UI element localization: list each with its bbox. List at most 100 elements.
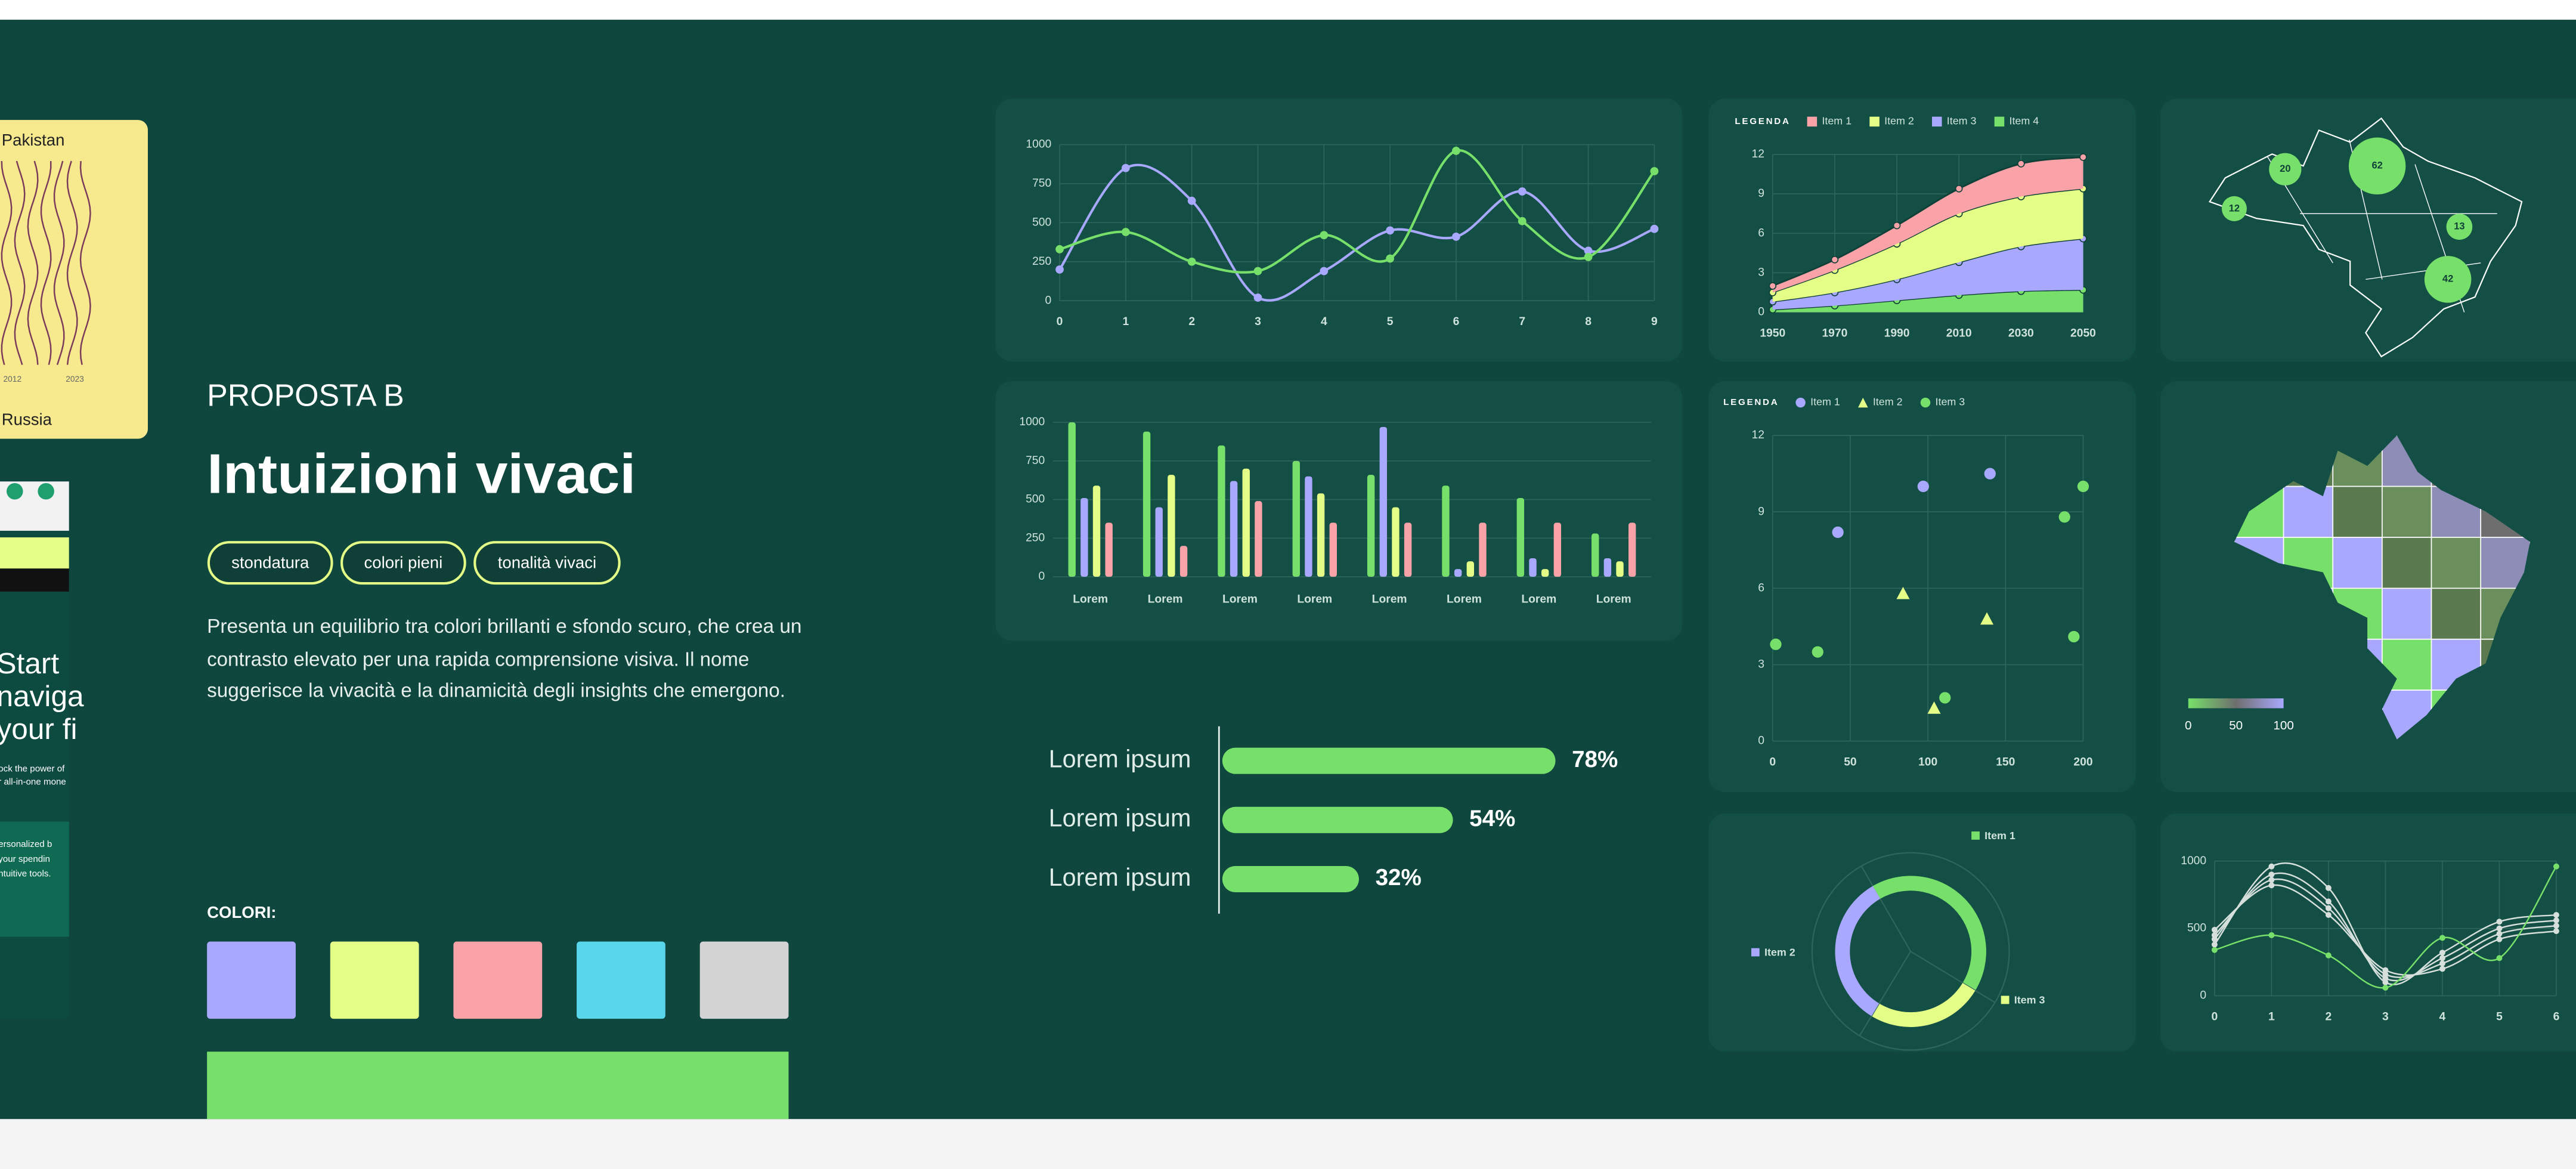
scatter-point [1980, 612, 1994, 625]
panel [1708, 381, 2136, 792]
line-point [1452, 147, 1460, 155]
phone-block [0, 821, 69, 937]
x-tick-label: Lorem [1521, 593, 1556, 606]
donut-slice [1872, 876, 1986, 991]
line-point [2268, 863, 2275, 870]
wave-line [1, 160, 13, 365]
y-tick-label: 1000 [1026, 138, 1051, 151]
line-point [2268, 877, 2275, 883]
wave-line [66, 160, 78, 365]
phone-heading: naviga [0, 679, 84, 713]
map-region [2382, 587, 2432, 640]
y-tick-label: 750 [1032, 177, 1051, 190]
phone-icon [38, 483, 54, 500]
line-point [1055, 245, 1064, 253]
map-legend-tick: 0 [2185, 719, 2192, 732]
line-point [2553, 912, 2559, 918]
legend-swatch [1869, 116, 1880, 127]
line-point [1121, 163, 1130, 172]
line-point [1584, 246, 1593, 255]
bar [1092, 485, 1101, 577]
map-legend-tick: 100 [2273, 719, 2293, 732]
y-tick-label: 9 [1758, 187, 1764, 200]
bar [1553, 522, 1562, 577]
line-point [2553, 923, 2559, 929]
legend-swatch [1932, 116, 1942, 127]
phone-text: ntuitive tools. [0, 869, 51, 879]
scatter-point [1770, 638, 1782, 650]
map-bubble [2424, 256, 2472, 303]
x-tick-label: 200 [2073, 756, 2092, 768]
line-point [1386, 226, 1395, 235]
bar [1218, 445, 1225, 577]
line-point [2325, 905, 2332, 911]
bar [1616, 561, 1624, 577]
line-point [2382, 975, 2389, 982]
line-point [2553, 917, 2559, 924]
phone-text: your spendin [0, 854, 50, 864]
line-point [2382, 979, 2389, 985]
bar [1541, 569, 1549, 577]
y-tick-label: 3 [1758, 658, 1764, 671]
line-point [2496, 955, 2503, 961]
line-point [2268, 882, 2275, 889]
line-point [1253, 267, 1262, 276]
legend-swatch [2001, 995, 2010, 1004]
bar [1068, 422, 1076, 577]
line-point [2325, 885, 2332, 891]
bar [1305, 476, 1312, 577]
line-point [2211, 932, 2218, 938]
line-point [2382, 967, 2389, 973]
x-tick-label: 0 [1057, 316, 1063, 328]
x-tick-label: 0 [1769, 756, 1776, 768]
phone-heading: your fi [0, 712, 78, 746]
y-tick-label: 750 [1026, 454, 1045, 467]
line-point [2211, 936, 2218, 942]
x-tick-label: Lorem [1222, 593, 1258, 606]
x-tick-label: 2030 [2008, 327, 2034, 339]
description-line: Presenta un equilibrio tra colori brilla… [207, 616, 801, 638]
y-tick-label: 250 [1032, 255, 1051, 268]
x-tick-label: Lorem [1297, 593, 1332, 606]
y-tick-label: 12 [1752, 429, 1764, 441]
legend-title: LEGENDA [1735, 116, 1790, 126]
map-region [2382, 537, 2432, 589]
x-tick-label: Lorem [1596, 593, 1631, 606]
bar [1143, 431, 1151, 577]
color-swatch [453, 941, 543, 1019]
tag-chip [473, 541, 621, 585]
bar [1155, 507, 1163, 577]
scatter-point [1917, 480, 1929, 493]
area-edge [1772, 156, 2083, 287]
line-point [1650, 167, 1659, 175]
bar [1442, 485, 1450, 577]
scatter-point [1896, 586, 1910, 599]
wave-line [14, 160, 26, 366]
bar [1529, 558, 1537, 577]
legend-marker [1858, 397, 1868, 408]
y-tick-label: 9 [1758, 505, 1764, 518]
legend-label: Item 1 [1810, 396, 1840, 408]
x-tick-label: 1 [1122, 316, 1129, 328]
value-label: 54% [1469, 806, 1515, 831]
map-region [2382, 485, 2432, 538]
line-point [1320, 231, 1329, 240]
legend-marker [1795, 397, 1806, 408]
scatter-point [1984, 468, 1996, 480]
x-tick-label: 2 [2326, 1011, 2332, 1023]
y-tick-label: 1000 [2181, 855, 2206, 867]
bubble-label: 13 [2454, 221, 2464, 232]
legend-marker [1920, 397, 1931, 408]
x-tick-label: 1990 [1884, 327, 1910, 339]
legend-label: Item 3 [1947, 115, 1977, 127]
wave-line [40, 160, 52, 365]
top-strip [0, 0, 2576, 20]
area-point [1955, 184, 1963, 193]
bar-label: Lorem ipsum [1049, 864, 1191, 891]
title: Intuizioni vivaci [207, 442, 636, 505]
legend-swatch [1994, 116, 2005, 127]
phone-text: ersonalized b [0, 839, 52, 849]
scatter-point [1832, 526, 1844, 539]
map-region [2332, 537, 2383, 589]
line-point [1121, 228, 1130, 236]
